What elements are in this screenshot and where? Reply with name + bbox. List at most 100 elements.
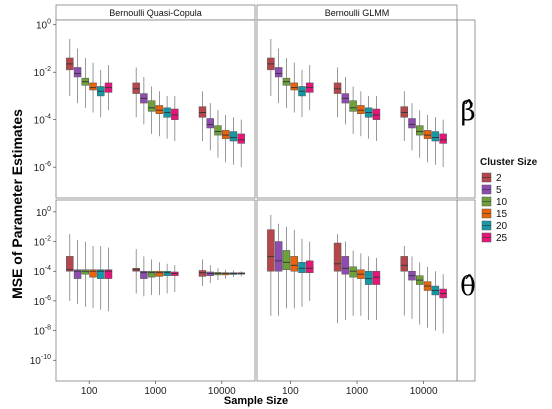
box-cluster-2: [400, 256, 408, 272]
box-cluster-10: [416, 125, 424, 136]
box-cluster-15: [155, 105, 164, 114]
x-tick-label: 1000: [346, 386, 369, 397]
box-cluster-20: [298, 262, 306, 273]
legend-label: 2: [496, 173, 502, 184]
row-label-beta: β̂: [460, 97, 475, 127]
box-cluster-2: [333, 82, 342, 94]
panel-frame: [55, 199, 256, 382]
box-cluster-2: [267, 229, 275, 272]
box-cluster-5: [140, 270, 148, 279]
box-cluster-2: [400, 106, 408, 118]
box-cluster-25: [439, 133, 447, 144]
group-1000: [132, 67, 179, 142]
group-10000: [198, 259, 245, 287]
box-cluster-15: [423, 130, 432, 139]
box-cluster-15: [155, 270, 164, 277]
legend-item-10: 10: [481, 196, 508, 208]
box-cluster-15: [357, 105, 365, 114]
strip-top-left: Bernoulli Quasi-Copula: [55, 4, 256, 21]
box-cluster-2: [198, 106, 207, 118]
panel-4: 100 1000 10000: [256, 199, 458, 397]
box-cluster-2: [198, 270, 207, 277]
box-cluster-15: [89, 269, 97, 278]
legend-label: 10: [496, 197, 508, 208]
box-cluster-25: [237, 133, 245, 144]
group-10000: [400, 245, 447, 334]
x-tick-label: 100: [282, 386, 299, 397]
x-axis-ticks: 100 1000 10000: [81, 381, 236, 397]
box-cluster-25: [171, 108, 179, 120]
box-cluster-10: [147, 100, 156, 112]
group-1000: [333, 67, 381, 142]
box-cluster-15: [290, 256, 298, 272]
box-cluster-25: [104, 269, 113, 279]
panel-frame: [55, 19, 256, 199]
box-cluster-20: [431, 131, 440, 142]
box-cluster-20: [163, 270, 171, 276]
plot-panels: 10010-210-410-610010-210-410-610-810-101…: [30, 19, 458, 397]
group-10000: [400, 91, 447, 168]
box-cluster-5: [408, 118, 416, 129]
x-tick-label: 100: [81, 386, 98, 397]
group-100: [267, 214, 314, 316]
legend-item-2: 2: [481, 172, 502, 184]
box-cluster-20: [229, 131, 238, 142]
legend-item-20: 20: [481, 220, 508, 232]
group-100: [267, 38, 314, 118]
panel-2: [256, 19, 458, 199]
strip-label-glmm: Bernoulli GLMM: [325, 8, 390, 18]
legend-label: 25: [496, 233, 508, 244]
box-cluster-2: [66, 256, 74, 272]
box-cluster-10: [147, 270, 156, 278]
panel-frame: [256, 199, 458, 382]
strip-top-right: Bernoulli GLMM: [256, 4, 458, 21]
legend-label: 20: [496, 221, 508, 232]
legend-title: Cluster Size: [480, 157, 538, 168]
group-10000: [198, 91, 245, 168]
x-axis-title: Sample Size: [224, 395, 288, 407]
legend-item-15: 15: [481, 208, 508, 220]
box-cluster-2: [132, 82, 140, 94]
box-cluster-10: [282, 250, 291, 270]
box-cluster-15: [221, 130, 230, 139]
box-cluster-20: [97, 269, 105, 279]
box-cluster-15: [89, 82, 97, 91]
y-axis-title: MSE of Parameter Estimates: [9, 109, 25, 299]
box-cluster-25: [306, 260, 314, 273]
legend-item-5: 5: [481, 184, 502, 196]
box-cluster-5: [73, 269, 82, 279]
row-label-theta: θ̂: [460, 272, 476, 302]
box-cluster-5: [206, 118, 214, 129]
x-axis-ticks: 100 1000 10000: [282, 381, 438, 397]
box-cluster-5: [274, 67, 283, 78]
x-tick-label: 10000: [410, 386, 438, 397]
box-cluster-10: [81, 269, 90, 275]
box-cluster-5: [274, 241, 283, 272]
box-cluster-25: [372, 270, 381, 285]
box-cluster-15: [290, 82, 298, 91]
legend-label: 5: [496, 185, 502, 196]
legend-label: 15: [496, 209, 508, 220]
box-cluster-2: [333, 242, 342, 272]
x-tick-label: 10000: [208, 386, 236, 397]
box-cluster-5: [73, 67, 82, 78]
box-cluster-25: [372, 108, 381, 120]
group-100: [66, 234, 113, 312]
box-cluster-5: [341, 256, 350, 275]
x-tick-label: 1000: [144, 386, 167, 397]
legend-item-25: 25: [481, 232, 508, 244]
panel-frame: [256, 19, 458, 199]
group-1000: [132, 248, 179, 297]
box-cluster-20: [364, 270, 373, 285]
box-cluster-10: [349, 266, 357, 278]
box-cluster-10: [214, 125, 222, 136]
group-100: [66, 38, 113, 118]
box-cluster-10: [349, 100, 357, 112]
strip-label-quasi-copula: Bernoulli Quasi-Copula: [109, 8, 202, 18]
group-1000: [333, 234, 381, 324]
